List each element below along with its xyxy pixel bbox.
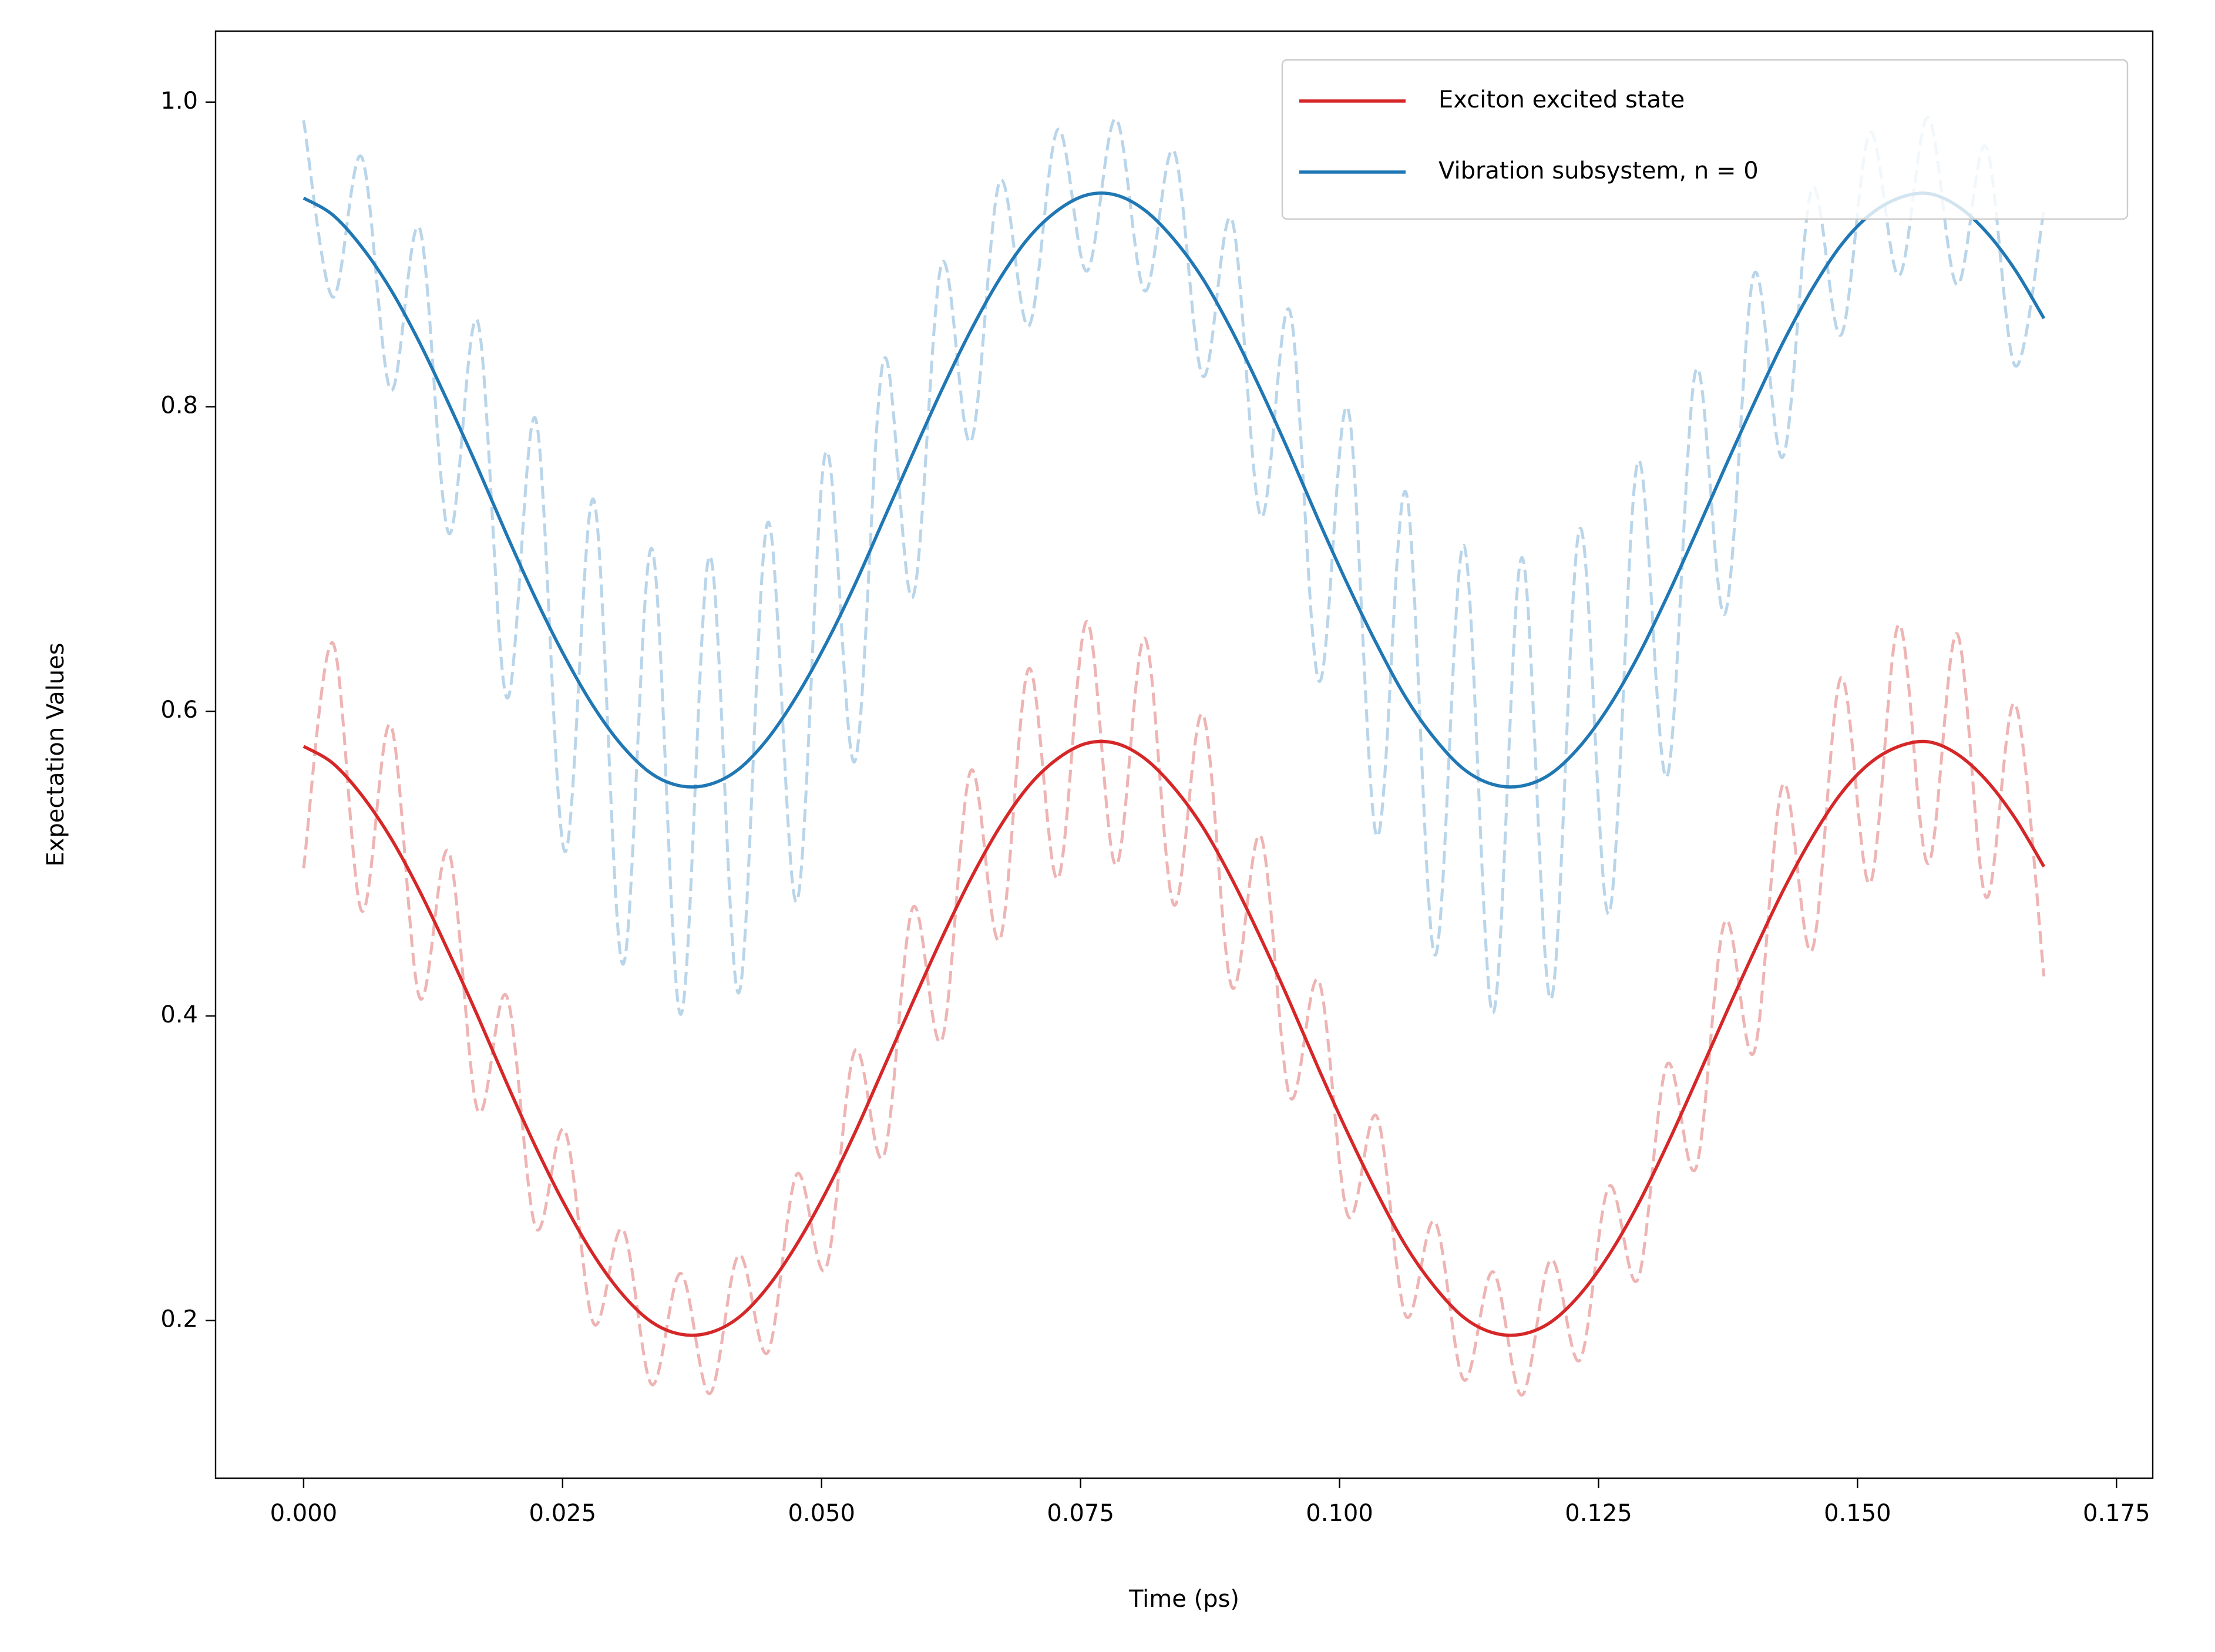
x-tick-label: 0.125	[1565, 1500, 1632, 1527]
series-line	[302, 739, 2046, 1337]
legend-label: Exciton excited state	[1438, 86, 1685, 113]
y-tick-label: 0.2	[160, 1306, 198, 1333]
y-axis-label: Expectation Values	[42, 642, 69, 866]
x-tick-label: 0.075	[1047, 1500, 1114, 1527]
x-tick-label: 0.100	[1306, 1500, 1373, 1527]
legend-box	[1281, 59, 2129, 220]
y-tick-label: 1.0	[160, 88, 198, 115]
x-tick-label: 0.000	[270, 1500, 338, 1527]
series-line	[302, 620, 2046, 1397]
y-tick-label: 0.4	[160, 1001, 198, 1028]
x-tick-label: 0.150	[1824, 1500, 1891, 1527]
x-tick-label: 0.050	[788, 1500, 855, 1527]
x-tick-label: 0.175	[2083, 1500, 2150, 1527]
series-line	[302, 116, 2046, 1016]
series-line	[302, 191, 2046, 789]
x-tick-label: 0.025	[529, 1500, 597, 1527]
x-axis-label: Time (ps)	[1128, 1586, 1239, 1613]
plot-frame	[214, 30, 2154, 1479]
y-tick-label: 0.8	[160, 392, 198, 419]
y-tick-label: 0.6	[160, 697, 198, 724]
legend-label: Vibration subsystem, n = 0	[1438, 157, 1759, 184]
